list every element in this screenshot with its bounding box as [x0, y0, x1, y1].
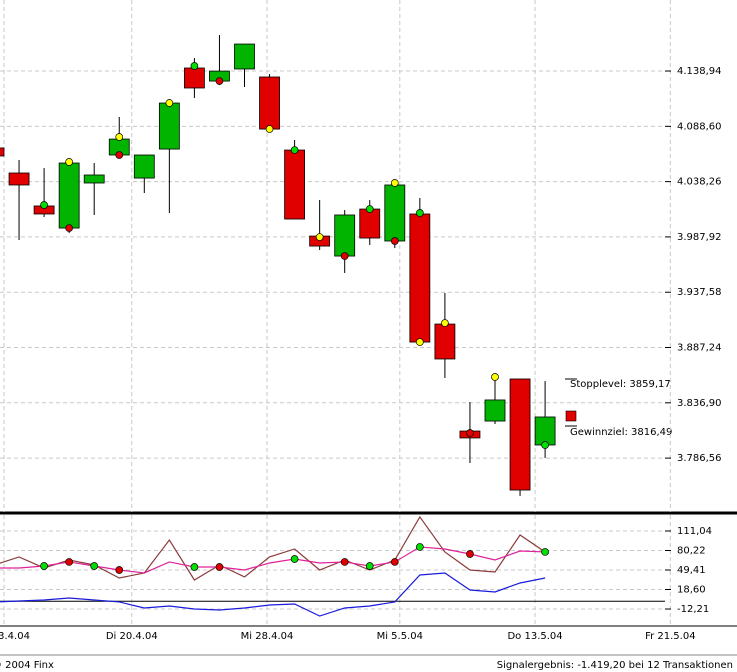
y-tick-label: 49,41 [677, 565, 706, 576]
annotation: Gewinnziel: 3816,49 [570, 427, 672, 438]
copyright: © 2004 Finx [0, 660, 54, 671]
signal-marker [215, 77, 224, 85]
candle-body [8, 172, 30, 186]
signal-marker [466, 429, 474, 437]
indicator-dot [390, 558, 399, 566]
candle-body [133, 154, 155, 179]
y-tick-label: 18,60 [677, 584, 706, 595]
y-tick-label: 111,04 [677, 526, 712, 537]
indicator-dot [190, 563, 199, 571]
candle-body [58, 162, 80, 229]
signal-marker [491, 373, 499, 381]
indicator-dot [215, 563, 224, 571]
indicator-dot [90, 562, 99, 570]
y-tick-label: 3.937,58 [677, 287, 722, 298]
y-tick-label: 3.786,56 [677, 453, 722, 464]
candle-body [409, 213, 431, 343]
candle-body [359, 208, 381, 239]
indicator-line [0, 572, 546, 617]
x-tick-label: Mi 28.4.04 [241, 631, 294, 642]
signal-marker [365, 205, 374, 213]
candle-body [509, 378, 531, 491]
candle-body [434, 323, 456, 360]
y-tick-label: 3.987,92 [677, 232, 722, 243]
signal-marker [115, 133, 124, 141]
x-tick-label: Do 13.5.04 [507, 631, 562, 642]
position-box [565, 410, 577, 422]
signal-marker [290, 146, 299, 154]
indicator-dot [65, 558, 74, 566]
indicator-line [0, 515, 546, 581]
candle-body [83, 174, 105, 184]
y-tick-label: 3.836,90 [677, 398, 722, 409]
signal-marker [65, 158, 74, 166]
signal-marker [65, 224, 74, 232]
signal-marker [265, 125, 274, 133]
x-tick-label: Mi 5.5.04 [377, 631, 423, 642]
y-tick-label: 4.088,60 [677, 121, 722, 132]
candle-body [158, 102, 180, 150]
indicator-dot [416, 543, 424, 551]
indicator-dot [340, 558, 349, 566]
signal-marker [390, 237, 399, 245]
signal-marker [441, 319, 449, 327]
y-tick-label: 4.138,94 [677, 66, 722, 77]
signal-marker [165, 99, 174, 107]
indicator-dot [40, 562, 48, 570]
x-tick-label: Di 20.4.04 [106, 631, 158, 642]
y-tick-label: 4.038,26 [677, 177, 722, 188]
signal-marker [40, 201, 48, 209]
y-tick-label: 3.887,24 [677, 343, 722, 354]
signal-marker [541, 441, 549, 449]
result: Signalergebnis: -1.419,20 bei 12 Transak… [497, 660, 733, 671]
candle-body [234, 43, 255, 70]
y-tick-label: -12,21 [677, 604, 709, 615]
candle-body [259, 76, 280, 130]
candle-body [484, 399, 506, 422]
candle-body [183, 67, 205, 89]
candle-body [0, 147, 5, 157]
candle-body [534, 416, 556, 446]
signal-marker [190, 62, 199, 70]
signal-marker [340, 252, 349, 260]
signal-marker [390, 179, 399, 187]
indicator-dot [115, 566, 124, 574]
indicator-dot [290, 555, 299, 563]
x-tick-label: Fr 21.5.04 [645, 631, 695, 642]
signal-marker [315, 233, 324, 241]
signal-marker [115, 151, 124, 159]
indicator-dot [365, 562, 374, 570]
signal-marker [416, 209, 424, 217]
indicator-dot [466, 550, 474, 558]
indicator-dot [541, 548, 549, 556]
y-tick-label: 80,22 [677, 545, 706, 556]
signal-marker [416, 338, 424, 346]
candle-body [284, 149, 306, 220]
indicator-line [0, 546, 546, 574]
candle-body [384, 184, 406, 242]
candle-body [334, 214, 356, 257]
x-tick-label: Di 13.4.04 [0, 631, 30, 642]
annotation: Stopplevel: 3859,17 [570, 379, 671, 390]
